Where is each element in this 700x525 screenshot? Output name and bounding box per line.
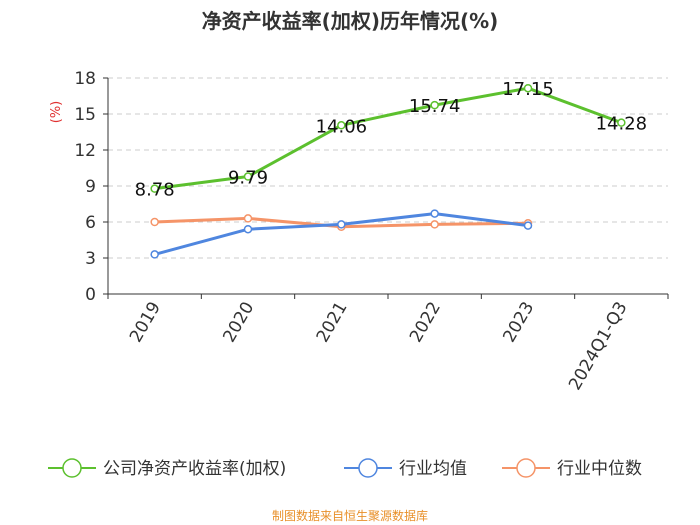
chart-title: 净资产收益率(加权)历年情况(%) (202, 9, 499, 33)
data-label: 8.78 (135, 180, 175, 201)
x-tick-label: 2023 (499, 299, 538, 346)
data-label: 17.15 (502, 79, 554, 100)
x-tick-label: 2019 (126, 299, 165, 346)
x-tick-label: 2024Q1-Q3 (565, 299, 632, 394)
legend-label: 行业均值 (399, 459, 467, 479)
legend-label: 公司净资产收益率(加权) (103, 459, 286, 479)
industry-mean-point (430, 209, 439, 218)
x-tick-label: 2021 (313, 299, 352, 346)
x-tick-label: 2022 (406, 299, 445, 346)
company-roe-point (243, 172, 253, 181)
data-label: 14.06 (316, 116, 368, 137)
industry-mean-point (243, 224, 253, 234)
legend: 公司净资产收益率(加权) 行业均值 行业中位数 (48, 458, 642, 479)
industry-median-point (150, 217, 159, 227)
company-roe-point (150, 184, 159, 193)
legend-marker (62, 458, 82, 478)
data-label: 9.79 (228, 168, 268, 189)
grid-lines (108, 77, 668, 259)
source-footer: 制图数据来自恒生聚源数据库 (271, 509, 428, 523)
y-tick-label: 3 (85, 249, 96, 269)
company-roe-line (154, 86, 622, 191)
legend-marker (516, 458, 536, 478)
data-labels: 8.78 9.79 14.06 15.74 17.15 14.28 (135, 79, 647, 200)
y-tick-label: 6 (85, 213, 96, 233)
y-tick-label: 9 (85, 177, 96, 197)
data-label: 15.74 (409, 96, 461, 117)
legend-marker (358, 458, 378, 478)
industry-median-point (430, 220, 439, 229)
y-axis-label: (%) (49, 101, 64, 124)
series-layer (150, 83, 626, 259)
company-roe-point (430, 100, 439, 110)
y-tick-label: 12 (74, 141, 96, 161)
legend-label: 行业中位数 (557, 459, 642, 479)
company-roe-point (337, 121, 346, 130)
company-roe-point (617, 118, 626, 127)
industry-mean-point (337, 220, 346, 229)
y-tick-label: 18 (74, 69, 96, 89)
industry-mean-point (523, 221, 533, 230)
company-roe-point (523, 83, 533, 93)
x-tick-label: 2020 (219, 299, 258, 346)
data-label: 14.28 (596, 114, 648, 135)
y-tick-label: 0 (85, 285, 96, 305)
industry-median-point (243, 214, 253, 223)
y-tick-label: 15 (74, 105, 96, 125)
industry-mean-point (150, 250, 159, 259)
